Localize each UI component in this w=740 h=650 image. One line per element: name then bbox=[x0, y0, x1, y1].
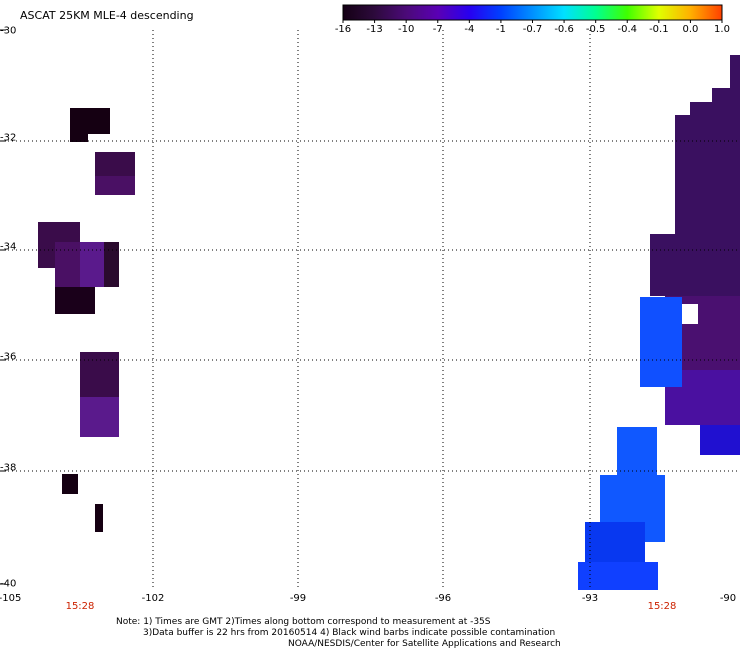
swath-cell bbox=[55, 287, 95, 314]
colorbar-tick-label: -0.4 bbox=[617, 24, 638, 35]
lon-label: -99 bbox=[289, 593, 307, 604]
lat-label: -34 bbox=[0, 241, 17, 253]
map-title: ASCAT 25KM MLE-4 descending bbox=[20, 9, 194, 22]
colorbar bbox=[342, 4, 723, 23]
swath-cell bbox=[95, 152, 135, 177]
swath-cell bbox=[70, 130, 88, 142]
colorbar-tick-label: -4 bbox=[464, 24, 475, 35]
colorbar-tick-label: -0.5 bbox=[585, 24, 606, 35]
swath-cell bbox=[730, 55, 740, 95]
colorbar-tick-label: -10 bbox=[397, 24, 415, 35]
swath-cell bbox=[104, 242, 119, 287]
lat-label: -36 bbox=[0, 351, 17, 363]
swath-cell bbox=[55, 242, 80, 287]
swath-cell bbox=[95, 176, 135, 195]
time-label: 15:28 bbox=[647, 601, 677, 612]
colorbar-tick-label: -16 bbox=[334, 24, 352, 35]
swath-cell bbox=[700, 425, 740, 455]
colorbar-tick-label: -0.6 bbox=[554, 24, 574, 35]
footnote-line-1: Note: 1) Times are GMT 2)Times along bot… bbox=[116, 617, 491, 627]
swath-cell bbox=[95, 504, 103, 532]
colorbar-tick-label: -1 bbox=[495, 24, 506, 35]
lat-label: -38 bbox=[0, 462, 17, 474]
swath-cell bbox=[80, 352, 119, 397]
scatterometer-swath bbox=[38, 55, 740, 590]
swath-cell bbox=[62, 474, 78, 494]
colorbar-tick-label: -13 bbox=[366, 24, 383, 35]
axis-ticks bbox=[0, 29, 6, 585]
lon-label: -102 bbox=[141, 593, 165, 604]
colorbar-gradient bbox=[342, 4, 723, 21]
swath-cell bbox=[617, 427, 657, 477]
time-label: 15:28 bbox=[65, 601, 95, 612]
footnote-line-2: 3)Data buffer is 22 hrs from 20160514 4)… bbox=[143, 628, 556, 638]
lon-label: -105 bbox=[0, 593, 22, 604]
colorbar-tick-label: -0.7 bbox=[522, 24, 543, 35]
colorbar-tick-label: -0.1 bbox=[649, 24, 669, 35]
swath-cell bbox=[80, 242, 104, 287]
swath-cell bbox=[675, 115, 740, 235]
lat-label: -32 bbox=[0, 132, 17, 144]
swath-cell bbox=[80, 397, 119, 437]
swath-gap bbox=[682, 304, 698, 324]
colorbar-tick-label: 1.0 bbox=[714, 24, 730, 35]
swath-cell bbox=[578, 562, 658, 590]
swath-cell bbox=[650, 234, 740, 296]
colorbar-tick-label: 0.0 bbox=[682, 24, 699, 35]
lat-label: -40 bbox=[0, 578, 17, 590]
footnote-credit: NOAA/NESDIS/Center for Satellite Applica… bbox=[288, 639, 561, 649]
swath-cell bbox=[660, 320, 682, 350]
lon-label: -93 bbox=[581, 593, 599, 604]
lon-label: -90 bbox=[719, 593, 737, 604]
colorbar-tick-label: -7 bbox=[432, 24, 443, 35]
lon-label: -96 bbox=[434, 593, 452, 604]
swath-cell bbox=[70, 108, 110, 134]
graticule bbox=[0, 30, 740, 590]
lat-label: -30 bbox=[0, 25, 17, 37]
